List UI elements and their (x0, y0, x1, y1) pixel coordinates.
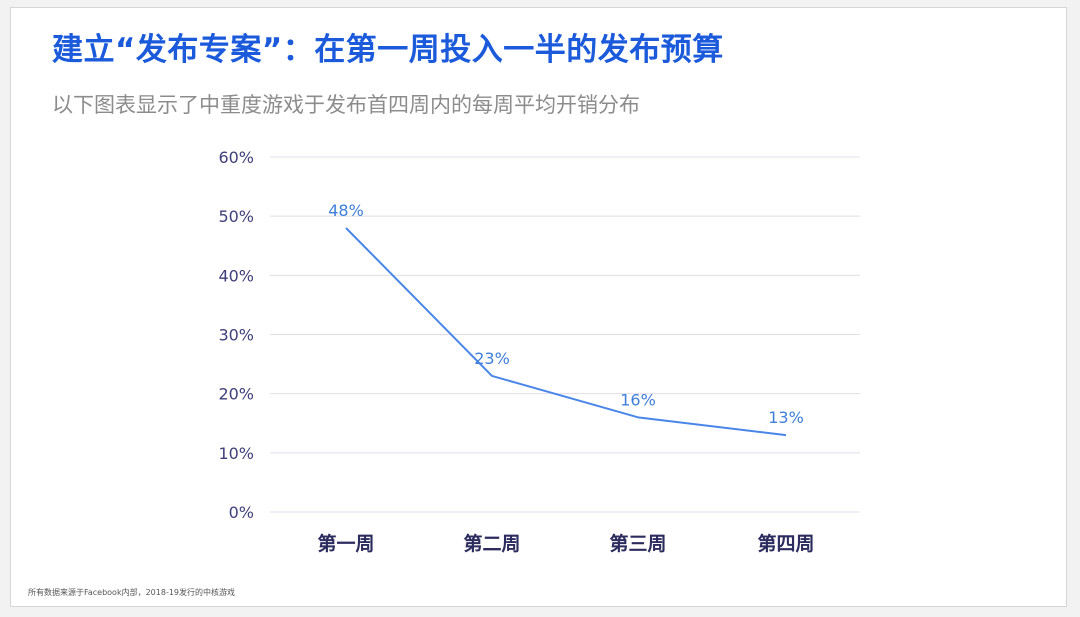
series-layer (345, 227, 787, 437)
x-tick-label: 第三周 (609, 532, 666, 555)
y-tick-label: 40% (218, 266, 254, 285)
x-tick-label: 第一周 (317, 532, 374, 555)
series-line (345, 227, 787, 437)
x-tick-label: 第二周 (463, 532, 520, 555)
y-tick-label: 20% (218, 385, 254, 404)
data-label: 23% (474, 349, 510, 368)
page-subtitle: 以下图表显示了中重度游戏于发布首四周内的每周平均开销分布 (52, 93, 640, 117)
y-tick-label: 30% (218, 326, 254, 345)
x-axis-ticks: 第一周 第二周 第三周 第四周 (317, 532, 814, 555)
data-label: 16% (620, 390, 656, 409)
data-label: 48% (328, 201, 364, 220)
x-tick-label: 第四周 (757, 532, 814, 555)
data-label: 13% (768, 408, 804, 427)
y-tick-label: 60% (218, 148, 254, 167)
y-tick-label: 0% (229, 503, 254, 522)
page-title: 建立“发布专案”：在第一周投入一半的发布预算 (52, 32, 724, 68)
y-tick-label: 50% (218, 207, 254, 226)
grid-lines (270, 156, 860, 513)
data-labels: 48% 23% 16% 13% (328, 201, 804, 427)
y-tick-label: 10% (218, 444, 254, 463)
y-axis-ticks: 0% 10% 20% 30% 40% 50% 60% (218, 148, 254, 522)
slide: 建立“发布专案”：在第一周投入一半的发布预算 以下图表显示了中重度游戏于发布首四… (10, 7, 1067, 607)
footnote: 所有数据来源于Facebook内部，2018-19发行的中核游戏 (28, 588, 236, 597)
